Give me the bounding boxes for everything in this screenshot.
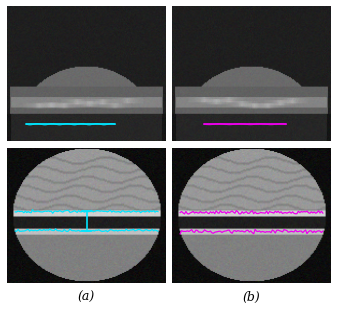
Text: (b): (b) <box>242 290 260 304</box>
Text: (a): (a) <box>77 290 95 304</box>
